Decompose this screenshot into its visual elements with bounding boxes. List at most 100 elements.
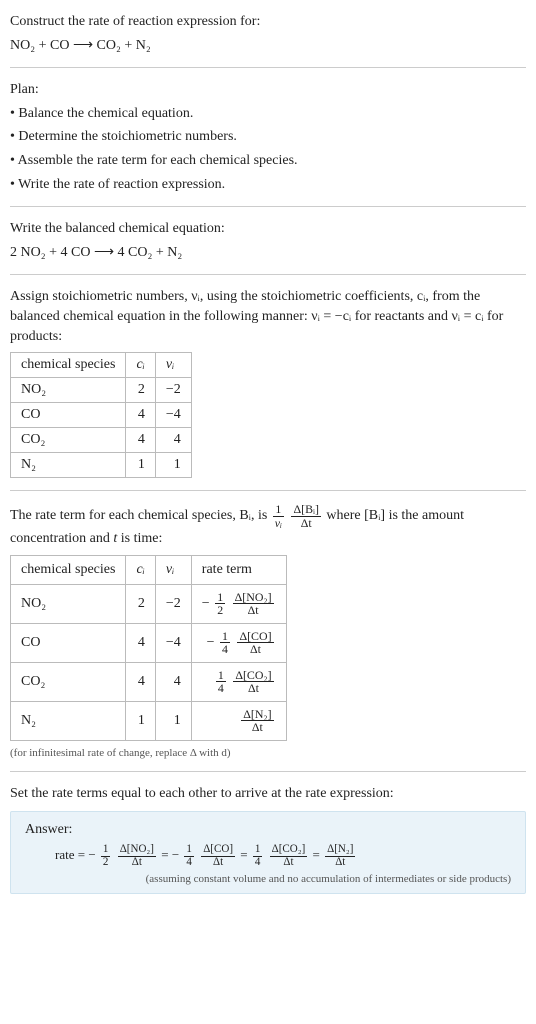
frac-den: νᵢ xyxy=(273,517,284,530)
col-header-text: νᵢ xyxy=(166,357,174,372)
frac-den: Δt xyxy=(237,643,273,656)
sign: − xyxy=(172,847,183,862)
table-row: N₂ 1 1 xyxy=(11,453,192,478)
table-row: CO₂ 4 4 xyxy=(11,428,192,453)
cell-c: 4 xyxy=(126,623,155,662)
cell-species: CO₂ xyxy=(11,428,126,453)
cell-c: 1 xyxy=(126,701,155,740)
rate-prefix: rate = xyxy=(55,847,88,862)
frac-den: 2 xyxy=(101,857,111,869)
answer-label: Answer: xyxy=(25,822,511,838)
rate-intro-c: is time: xyxy=(121,531,163,546)
frac-num: Δ[N₂] xyxy=(241,708,273,722)
col-header: cᵢ xyxy=(126,555,155,584)
frac-dconc: Δ[NO₂]Δt xyxy=(118,844,156,868)
frac-dconc: Δ[CO₂]Δt xyxy=(270,844,308,868)
frac-den: Δt xyxy=(233,682,273,695)
cell-c: 2 xyxy=(126,584,155,623)
frac-coeff: 14 xyxy=(220,630,230,656)
prompt-line: Construct the rate of reaction expressio… xyxy=(10,12,526,32)
frac-den: Δt xyxy=(233,604,274,617)
frac-coeff: 12 xyxy=(215,591,225,617)
cell-nu: −2 xyxy=(155,378,191,403)
col-header: νᵢ xyxy=(155,555,191,584)
frac-den: 2 xyxy=(215,604,225,617)
frac-dconc: Δ[CO]Δt xyxy=(237,630,273,656)
frac-num: Δ[CO] xyxy=(237,630,273,644)
cell-species: CO xyxy=(11,403,126,428)
cell-nu: 1 xyxy=(155,701,191,740)
cell-rate-term: − 14 Δ[CO]Δt xyxy=(191,623,286,662)
divider xyxy=(10,274,526,275)
cell-nu: −2 xyxy=(155,584,191,623)
frac-num: Δ[NO₂] xyxy=(233,591,274,605)
cell-species: CO xyxy=(11,623,126,662)
table-header-row: chemical species cᵢ νᵢ rate term xyxy=(11,555,287,584)
plan-item-text: Assemble the rate term for each chemical… xyxy=(18,153,298,168)
sign: − xyxy=(207,635,218,650)
col-header: rate term xyxy=(191,555,286,584)
frac-num: Δ[CO₂] xyxy=(233,669,273,683)
col-header: νᵢ xyxy=(155,353,191,378)
frac-1-over-nu: 1 νᵢ xyxy=(273,503,284,529)
table-row: CO 4 −4 xyxy=(11,403,192,428)
equals: = xyxy=(313,847,324,862)
plan-title: Plan: xyxy=(10,80,526,100)
infinitesimal-note: (for infinitesimal rate of change, repla… xyxy=(10,747,526,759)
cell-c: 1 xyxy=(126,453,155,478)
frac-dconc: Δ[CO₂]Δt xyxy=(233,669,273,695)
frac-den: Δt xyxy=(201,857,235,869)
frac-den: Δt xyxy=(118,857,156,869)
divider xyxy=(10,67,526,68)
frac-dB-dt: Δ[Bᵢ] Δt xyxy=(291,503,320,529)
cell-nu: 4 xyxy=(155,428,191,453)
plan-item: • Balance the chemical equation. xyxy=(10,104,526,124)
cell-nu: −4 xyxy=(155,623,191,662)
stoich-text: Assign stoichiometric numbers, νᵢ, using… xyxy=(10,287,526,346)
cell-c: 4 xyxy=(126,428,155,453)
cell-c: 4 xyxy=(126,403,155,428)
cell-species: N₂ xyxy=(11,453,126,478)
cell-species: NO₂ xyxy=(11,378,126,403)
cell-rate-term: − 12 Δ[NO₂]Δt xyxy=(191,584,286,623)
cell-c: 2 xyxy=(126,378,155,403)
sign: − xyxy=(202,596,213,611)
frac-den: Δt xyxy=(325,857,355,869)
col-header: cᵢ xyxy=(126,353,155,378)
table-row: NO₂ 2 −2 xyxy=(11,378,192,403)
frac-den: 4 xyxy=(184,857,194,869)
cell-species: CO₂ xyxy=(11,662,126,701)
table-row: CO₂ 4 4 14 Δ[CO₂]Δt xyxy=(11,662,287,701)
divider xyxy=(10,490,526,491)
rate-expression: rate = − 12 Δ[NO₂]Δt = − 14 Δ[CO]Δt = 14… xyxy=(25,844,511,868)
col-header-text: cᵢ xyxy=(136,357,144,372)
frac-coeff: 14 xyxy=(216,669,226,695)
unbalanced-equation: NO₂ + CO ⟶ CO₂ + N₂ xyxy=(10,36,526,56)
divider xyxy=(10,206,526,207)
time-symbol: t xyxy=(113,531,117,546)
plan-item: • Write the rate of reaction expression. xyxy=(10,175,526,195)
frac-den: 4 xyxy=(220,643,230,656)
cell-nu: −4 xyxy=(155,403,191,428)
cell-nu: 4 xyxy=(155,662,191,701)
frac-den: Δt xyxy=(270,857,308,869)
frac-num: 1 xyxy=(220,630,230,644)
frac-den: Δt xyxy=(241,721,273,734)
table-row: NO₂ 2 −2 − 12 Δ[NO₂]Δt xyxy=(11,584,287,623)
frac-coeff: 14 xyxy=(253,844,263,868)
balanced-equation: 2 NO₂ + 4 CO ⟶ 4 CO₂ + N₂ xyxy=(10,243,526,263)
cell-rate-term: Δ[N₂]Δt xyxy=(191,701,286,740)
answer-box: Answer: rate = − 12 Δ[NO₂]Δt = − 14 Δ[CO… xyxy=(10,811,526,893)
plan-item-text: Determine the stoichiometric numbers. xyxy=(18,129,237,144)
col-header-text: νᵢ xyxy=(166,562,174,577)
final-intro: Set the rate terms equal to each other t… xyxy=(10,784,526,804)
frac-dconc: Δ[NO₂]Δt xyxy=(233,591,274,617)
frac-coeff: 12 xyxy=(101,844,111,868)
frac-dconc: Δ[N₂]Δt xyxy=(325,844,355,868)
answer-assumption: (assuming constant volume and no accumul… xyxy=(25,873,511,885)
plan-item: • Determine the stoichiometric numbers. xyxy=(10,127,526,147)
sign: − xyxy=(88,847,99,862)
frac-den: 4 xyxy=(216,682,226,695)
equals: = xyxy=(240,847,251,862)
plan-item-text: Write the rate of reaction expression. xyxy=(18,177,225,192)
